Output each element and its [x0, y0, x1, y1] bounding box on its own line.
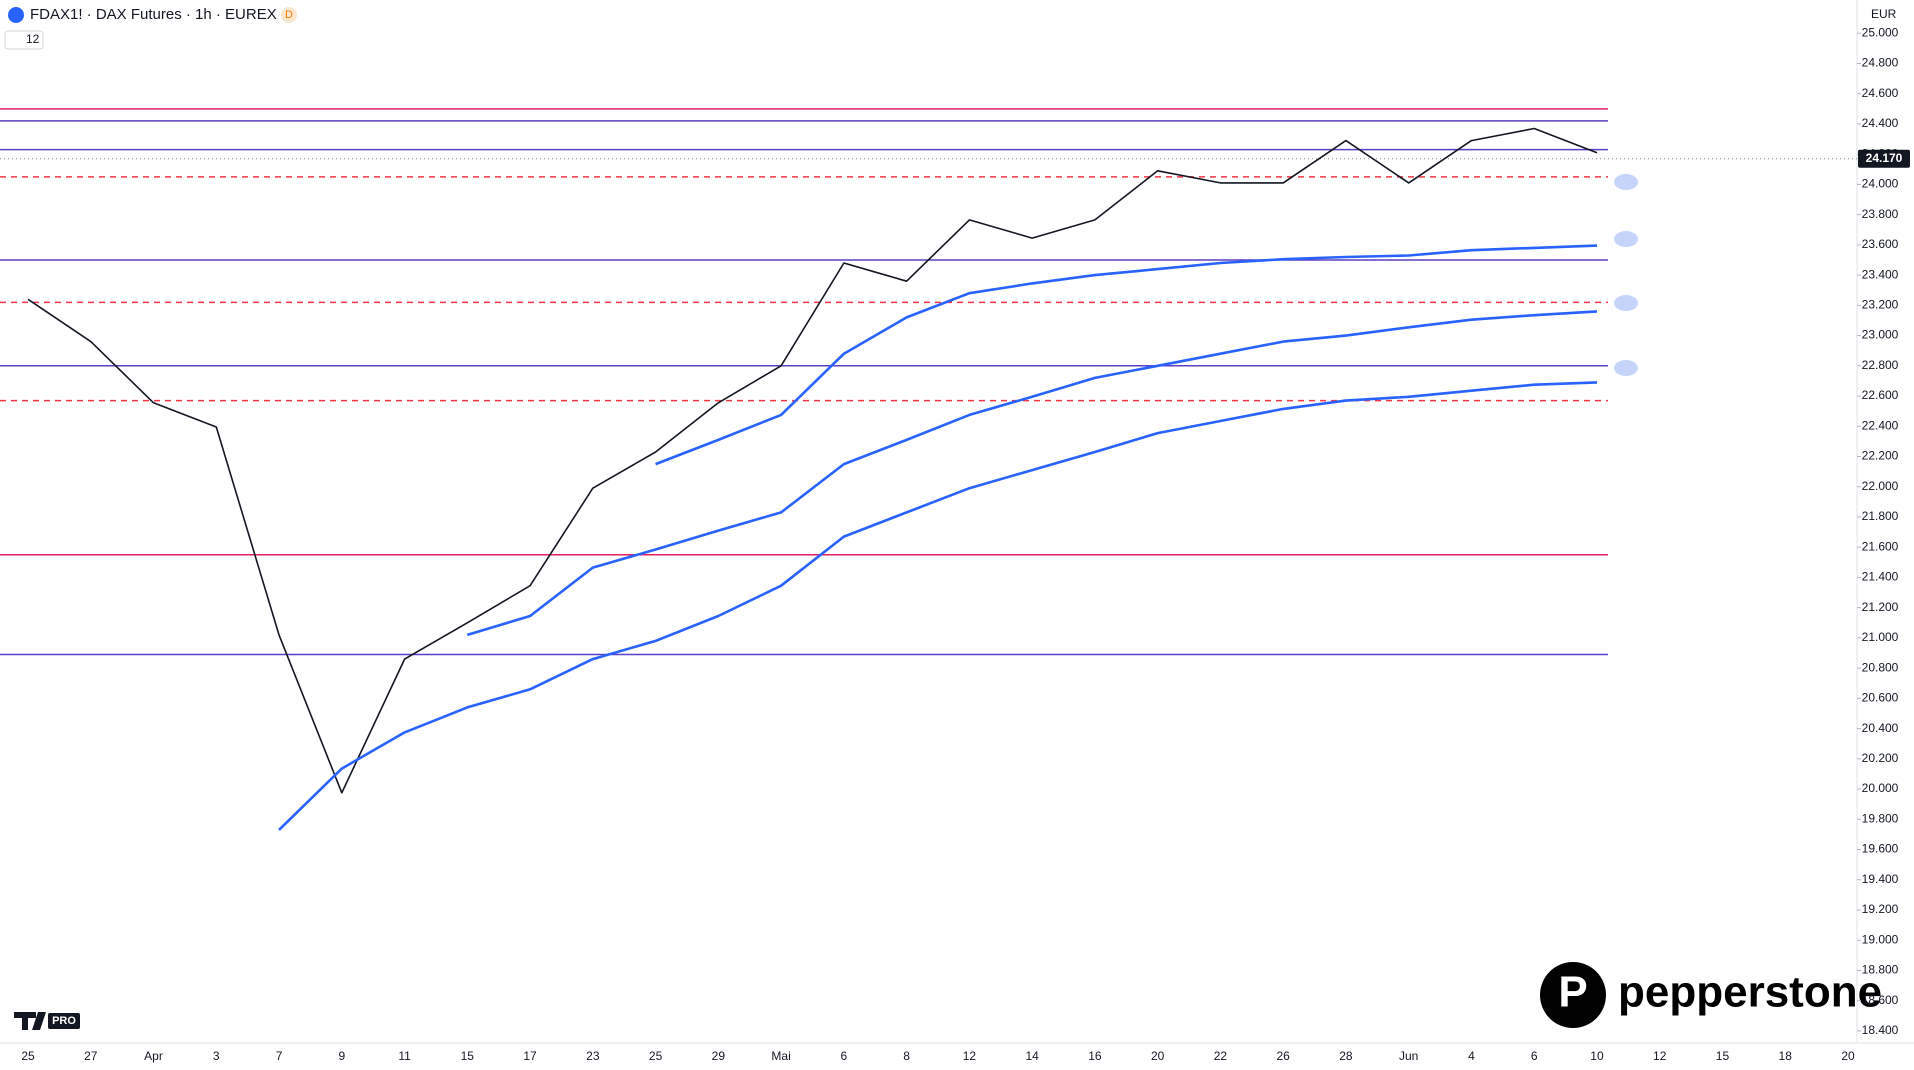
x-tick-label: 25 [21, 1049, 35, 1063]
y-tick-label: 19.200 [1862, 902, 1899, 916]
y-tick-label: 24.400 [1862, 116, 1899, 130]
x-tick-label: 12 [963, 1049, 977, 1063]
pro-badge: PRO [52, 1015, 76, 1027]
last-price-label: 24.170 [1866, 151, 1903, 165]
y-tick-label: 19.800 [1862, 811, 1899, 825]
y-tick-label: 19.400 [1862, 872, 1899, 886]
vwap-line [466, 310, 1598, 637]
y-tick-label: 22.800 [1862, 358, 1899, 372]
x-tick-label: 14 [1025, 1049, 1039, 1063]
y-tick-label: 20.400 [1862, 721, 1899, 735]
x-tick-label: 20 [1841, 1049, 1855, 1063]
y-tick-label: 21.800 [1862, 509, 1899, 523]
y-tick-label: 22.000 [1862, 479, 1899, 493]
y-tick-label: 19.600 [1862, 842, 1899, 856]
alert-marker[interactable] [1614, 174, 1638, 190]
x-tick-label: 27 [84, 1049, 98, 1063]
x-tick-label: 9 [338, 1049, 345, 1063]
y-tick-label: 24.600 [1862, 86, 1899, 100]
vwap-line [655, 244, 1598, 466]
y-tick-label: 22.200 [1862, 449, 1899, 463]
alert-marker[interactable] [1614, 360, 1638, 376]
currency[interactable]: EUR [1871, 7, 1897, 21]
x-tick-label: Mai [771, 1049, 790, 1063]
alert-marker[interactable] [1614, 231, 1638, 247]
y-tick-label: 18.800 [1862, 963, 1899, 977]
x-tick-label: 6 [1531, 1049, 1538, 1063]
x-tick-label: 18 [1779, 1049, 1793, 1063]
x-tick-label: 12 [1653, 1049, 1667, 1063]
x-tick-label: 29 [712, 1049, 726, 1063]
tv-logo [14, 1012, 46, 1030]
pepperstone-logo [1540, 962, 1606, 1028]
y-tick-label: 20.000 [1862, 781, 1899, 795]
x-tick-label: 25 [649, 1049, 663, 1063]
indicator-toggle[interactable] [4, 30, 44, 50]
y-tick-label: 23.600 [1862, 237, 1899, 251]
x-tick-label: Apr [144, 1049, 163, 1063]
x-tick-label: 16 [1088, 1049, 1102, 1063]
x-tick-label: 10 [1590, 1049, 1604, 1063]
y-tick-label: 21.000 [1862, 630, 1899, 644]
vwap-line [278, 381, 1598, 831]
x-tick-label: 23 [586, 1049, 600, 1063]
x-tick-label: Jun [1399, 1049, 1418, 1063]
x-tick-label: 8 [903, 1049, 910, 1063]
y-tick-label: 20.800 [1862, 660, 1899, 674]
y-tick-label: 20.200 [1862, 751, 1899, 765]
pepperstone-logo-mark: P [1558, 968, 1587, 1017]
x-tick-label: 15 [461, 1049, 475, 1063]
y-tick-label: 21.600 [1862, 539, 1899, 553]
x-tick-label: 28 [1339, 1049, 1353, 1063]
y-tick-label: 18.600 [1862, 993, 1899, 1007]
y-tick-label: 22.600 [1862, 388, 1899, 402]
watermark: pepperstone [1618, 968, 1882, 1017]
price-line [27, 127, 1598, 794]
y-tick-label: 22.400 [1862, 418, 1899, 432]
y-tick-label: 24.800 [1862, 56, 1899, 70]
x-tick-label: 6 [841, 1049, 848, 1063]
alert-marker[interactable] [1614, 295, 1638, 311]
last-price-tag [1858, 149, 1910, 168]
x-tick-label: 3 [213, 1049, 220, 1063]
y-tick-label: 21.200 [1862, 600, 1899, 614]
y-tick-label: 20.600 [1862, 691, 1899, 705]
x-tick-label: 26 [1276, 1049, 1290, 1063]
y-tick-label: 25.000 [1862, 25, 1899, 39]
badge: D [285, 9, 293, 21]
y-tick-label: 18.400 [1862, 1023, 1899, 1037]
y-tick-label: 24.000 [1862, 177, 1899, 191]
symbol-title[interactable]: FDAX1! · DAX Futures · 1h · EUREX [30, 6, 277, 23]
badge-bg [281, 7, 297, 23]
x-tick-label: 17 [523, 1049, 537, 1063]
y-tick-label: 23.200 [1862, 298, 1899, 312]
x-tick-label: 7 [276, 1049, 283, 1063]
x-tick-label: 15 [1716, 1049, 1730, 1063]
y-tick-label: 23.000 [1862, 328, 1899, 342]
pro-badge-bg [48, 1013, 80, 1029]
symbol-icon[interactable] [8, 7, 24, 23]
y-tick-label: 21.400 [1862, 570, 1899, 584]
y-tick-label: 23.400 [1862, 267, 1899, 281]
y-tick-label: 19.000 [1862, 932, 1899, 946]
x-tick-label: 20 [1151, 1049, 1165, 1063]
x-tick-label: 22 [1214, 1049, 1228, 1063]
y-tick-label: 23.800 [1862, 207, 1899, 221]
x-tick-label: 4 [1468, 1049, 1475, 1063]
indicator-count[interactable]: 12 [26, 32, 40, 46]
x-tick-label: 11 [398, 1049, 411, 1063]
